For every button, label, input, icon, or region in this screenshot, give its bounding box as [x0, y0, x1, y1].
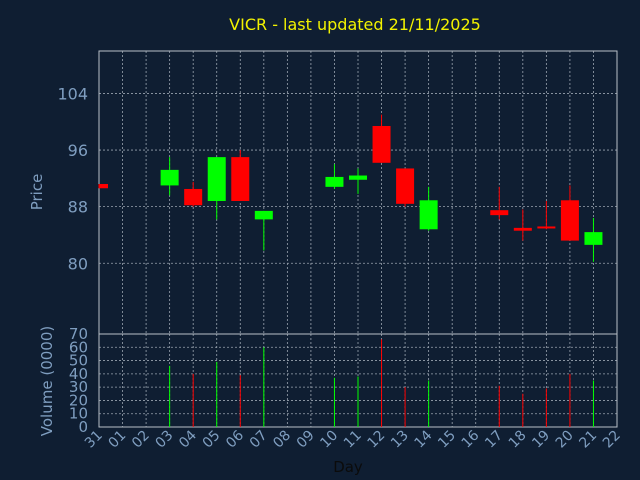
candle-series — [98, 114, 603, 262]
day-tick-label: 13 — [388, 428, 412, 452]
candle-body — [207, 157, 226, 201]
candle — [396, 168, 415, 207]
candle — [513, 209, 532, 241]
price-axis-ticks: 80 88 96 104 — [57, 84, 88, 273]
day-tick-label: 22 — [600, 428, 624, 452]
candle-body — [490, 210, 509, 216]
candle-body — [537, 226, 556, 229]
candle — [160, 157, 179, 196]
volume-tick-label: 0 — [78, 418, 88, 436]
price-tick-label: 104 — [57, 84, 88, 103]
day-axis-ticks: 31 01 02 03 04 05 06 07 08 09 10 11 12 13 14 15 16 17 18 19… — [82, 427, 624, 451]
candle-body — [349, 175, 367, 180]
day-tick-label: 01 — [105, 428, 129, 452]
price-tick-label: 80 — [68, 254, 88, 273]
candle — [184, 181, 203, 207]
candle-body — [372, 125, 391, 163]
candle — [372, 114, 391, 163]
day-tick-label: 15 — [435, 428, 459, 452]
day-tick-label: 12 — [364, 428, 388, 452]
candle-body — [513, 227, 532, 231]
candle-body — [184, 188, 203, 206]
day-tick-label: 08 — [270, 428, 294, 452]
candle — [325, 164, 344, 189]
price-tick-label: 96 — [68, 141, 88, 160]
candle — [490, 186, 509, 220]
price-axis-label: Price — [28, 174, 46, 211]
volume-series — [169, 339, 594, 427]
candle — [349, 168, 367, 194]
day-tick-label: 11 — [341, 428, 365, 452]
candle — [98, 184, 108, 189]
candle-body — [160, 169, 179, 186]
chart-title: VICR - last updated 21/11/2025 — [229, 15, 481, 34]
candle-body — [325, 176, 344, 187]
day-axis-label: Day — [333, 458, 363, 476]
volume-tick-label: 40 — [69, 365, 88, 383]
day-tick-label: 20 — [553, 428, 577, 452]
candle-body — [419, 200, 438, 230]
candle — [584, 217, 603, 262]
candle-body — [99, 184, 108, 189]
day-tick-label: 09 — [294, 428, 318, 452]
day-tick-label: 19 — [529, 428, 553, 452]
volume-tick-label: 10 — [69, 405, 88, 423]
day-tick-label: 14 — [412, 427, 436, 451]
candle-body — [231, 157, 250, 201]
candle — [560, 185, 579, 241]
candle-body — [584, 232, 603, 245]
volume-tick-label: 70 — [69, 325, 88, 343]
volume-axis-label: Volume (0000) — [38, 326, 56, 436]
day-tick-label: 02 — [129, 428, 153, 452]
candle-body — [396, 168, 415, 204]
day-tick-label: 07 — [247, 428, 271, 452]
price-tick-label: 88 — [68, 198, 88, 217]
day-tick-label: 17 — [482, 428, 506, 452]
day-tick-label: 03 — [153, 428, 177, 452]
volume-tick-label: 60 — [69, 338, 88, 356]
day-tick-label: 10 — [317, 428, 341, 452]
day-tick-label: 05 — [200, 428, 224, 452]
candle-body — [254, 210, 273, 220]
volume-tick-label: 30 — [69, 378, 88, 396]
day-tick-label: 21 — [576, 428, 600, 452]
day-tick-label: 04 — [176, 427, 200, 451]
candle-body — [560, 200, 579, 241]
volume-tick-label: 50 — [69, 352, 88, 370]
day-tick-label: 06 — [223, 427, 247, 451]
day-tick-label: 16 — [459, 427, 483, 451]
candle — [231, 150, 250, 201]
candle — [419, 186, 438, 231]
candle — [537, 200, 556, 230]
volume-tick-label: 20 — [69, 391, 88, 409]
day-tick-label: 18 — [506, 428, 530, 452]
candle — [254, 210, 273, 251]
candle — [207, 157, 226, 220]
